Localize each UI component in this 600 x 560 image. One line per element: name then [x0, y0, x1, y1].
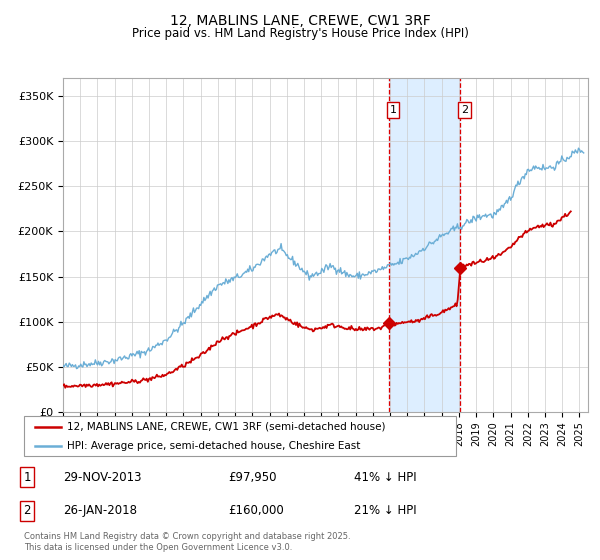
Text: 2: 2: [23, 504, 31, 517]
Text: 12, MABLINS LANE, CREWE, CW1 3RF (semi-detached house): 12, MABLINS LANE, CREWE, CW1 3RF (semi-d…: [67, 422, 386, 432]
Text: Contains HM Land Registry data © Crown copyright and database right 2025.
This d: Contains HM Land Registry data © Crown c…: [24, 532, 350, 552]
Text: £97,950: £97,950: [228, 470, 277, 484]
Text: 21% ↓ HPI: 21% ↓ HPI: [354, 504, 416, 517]
Text: 26-JAN-2018: 26-JAN-2018: [63, 504, 137, 517]
Bar: [389, 78, 460, 412]
Text: 1: 1: [23, 470, 31, 484]
Text: HPI: Average price, semi-detached house, Cheshire East: HPI: Average price, semi-detached house,…: [67, 441, 361, 450]
Text: 2: 2: [461, 105, 469, 115]
Text: 12, MABLINS LANE, CREWE, CW1 3RF: 12, MABLINS LANE, CREWE, CW1 3RF: [170, 14, 430, 28]
Text: 29-NOV-2013: 29-NOV-2013: [63, 470, 142, 484]
Text: £160,000: £160,000: [228, 504, 284, 517]
Text: Price paid vs. HM Land Registry's House Price Index (HPI): Price paid vs. HM Land Registry's House …: [131, 27, 469, 40]
Text: 1: 1: [389, 105, 397, 115]
Text: 41% ↓ HPI: 41% ↓ HPI: [354, 470, 416, 484]
